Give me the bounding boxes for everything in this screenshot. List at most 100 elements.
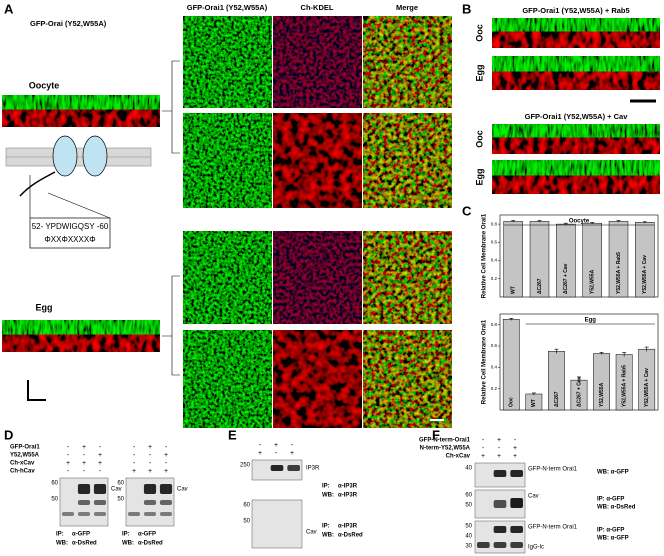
column-header: Ch-KDEL (301, 3, 334, 12)
micrograph (363, 330, 452, 428)
band (510, 470, 523, 477)
micrograph (183, 113, 272, 208)
blot-note: IP: α-GFP (597, 528, 624, 534)
side-view-red (492, 69, 660, 90)
band (93, 484, 107, 494)
sign: + (481, 453, 485, 460)
error-bar (577, 376, 581, 384)
micrograph (183, 231, 272, 324)
blot (251, 499, 303, 549)
scale-bar (27, 380, 46, 401)
sign: + (66, 460, 70, 467)
band (143, 512, 157, 516)
pattern: ΦXXΦXXXXΦ (44, 235, 95, 244)
error-bar (509, 317, 514, 321)
marker: 250 (240, 463, 251, 469)
y-tick-label: 0.8 (491, 221, 498, 226)
panel-label: F (432, 427, 440, 442)
error-bar (531, 392, 536, 396)
bar (503, 221, 523, 298)
micrograph (273, 16, 362, 108)
category-label: Y52,W55A + Cav (644, 368, 650, 407)
connector (162, 60, 180, 154)
row-label: Egg (474, 169, 484, 186)
marker: 40 (465, 534, 472, 540)
sign: + (82, 444, 86, 451)
category-label: ΔC267 (537, 278, 543, 294)
band (93, 512, 107, 516)
band (77, 484, 91, 494)
category-label: Y52,W55A + Rab5 (616, 252, 622, 294)
band (493, 470, 507, 477)
reagent: Ch-xCav (446, 454, 471, 460)
sign: - (165, 444, 168, 451)
error-bar (590, 221, 595, 225)
error-bar (554, 348, 559, 354)
micrograph (273, 113, 362, 208)
wb-antibody: α-DsRed (338, 533, 363, 539)
sign: - (83, 452, 86, 459)
sign: + (258, 450, 262, 457)
band (61, 512, 75, 516)
connector (162, 275, 180, 376)
sign: - (67, 452, 70, 459)
error-bar (622, 352, 627, 357)
category-label: Y52,W55A + Cav (642, 255, 648, 294)
y-tick-label: 0.2 (491, 386, 498, 391)
band (77, 500, 91, 505)
band-label: GFP-N-term Orai1 (528, 525, 578, 531)
wb: WB: (322, 493, 334, 499)
construct: GFP-Orai (Y52,W55A) (30, 19, 107, 28)
band (159, 484, 173, 494)
sign: + (164, 468, 168, 475)
column-header: Merge (396, 3, 418, 12)
marker: 50 (117, 497, 124, 503)
micrograph (363, 113, 452, 208)
error-bar (642, 221, 647, 224)
marker: 50 (243, 519, 250, 525)
sign: - (133, 460, 136, 467)
blot-note: WB: α-DsRed (597, 505, 636, 511)
reagent: Ch-hCav (10, 469, 35, 475)
band-label: Cav (177, 487, 188, 493)
sign: + (82, 460, 86, 467)
y-tick-label: 0.4 (491, 258, 498, 263)
sign: - (149, 452, 152, 459)
error-bar (511, 220, 516, 223)
box (29, 217, 111, 249)
sign: - (165, 460, 168, 467)
y-tick-label: 0.6 (491, 240, 498, 245)
marker: 60 (51, 481, 58, 487)
ip-antibody: α-GFP (138, 532, 156, 538)
micrograph (273, 231, 362, 324)
panel-label: B (462, 1, 471, 16)
panel-title: GFP-Orai1 (Y52,W55A) + Cav (525, 112, 629, 121)
membrane-diagram (5, 135, 152, 197)
sign: + (497, 453, 501, 460)
category-label: WT (531, 399, 537, 407)
category-label: Y52,W55A (589, 269, 595, 294)
sign: - (482, 437, 485, 444)
marker: 60 (465, 493, 472, 499)
error-bar (599, 352, 604, 355)
row-label: Ooc (474, 24, 484, 42)
ip: IP: (322, 484, 330, 490)
marker: 50 (465, 524, 472, 530)
panel-label: A (4, 1, 14, 16)
y-tick-label: 0.4 (491, 365, 498, 370)
row-label: Oocyte (29, 80, 60, 90)
y-axis-label: Relative Cell Membrane Orai1 (482, 213, 488, 298)
sign: + (148, 444, 152, 451)
y-tick-label: 0.8 (491, 322, 498, 327)
sign: + (148, 468, 152, 475)
side-view-green (492, 56, 660, 72)
motif-box: 52- YPDWIGQSY -60 ΦXXΦXXXXΦ (29, 175, 111, 249)
micrograph (183, 330, 272, 428)
side-view-red (2, 332, 160, 352)
marker: 50 (465, 503, 472, 509)
side-view-green (492, 124, 660, 138)
sign: + (132, 468, 136, 475)
band (493, 500, 507, 508)
band (510, 526, 523, 533)
marker: 60 (117, 481, 124, 487)
